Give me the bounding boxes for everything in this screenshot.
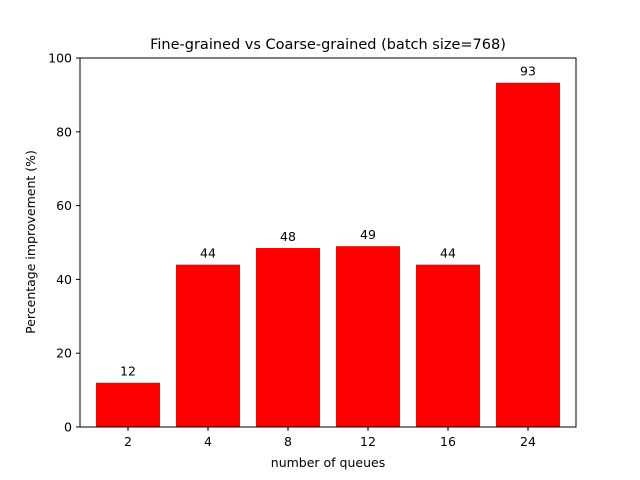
- chart-title: Fine-grained vs Coarse-grained (batch si…: [150, 37, 506, 53]
- x-axis-label: number of queues: [271, 455, 385, 470]
- x-tick-label-24: 24: [520, 434, 536, 449]
- bar-value-label-4: 44: [200, 246, 216, 261]
- x-axis: 2 4 8 12 16 24: [124, 427, 536, 449]
- x-tick-label-12: 12: [360, 434, 376, 449]
- bar-value-label-16: 44: [440, 246, 456, 261]
- y-tick-label-80: 80: [56, 124, 72, 139]
- bar-value-label-12: 49: [360, 227, 376, 242]
- y-axis: 0 20 40 60 80 100: [48, 51, 80, 435]
- bar-8: [256, 248, 320, 427]
- bars-group: [96, 82, 560, 428]
- y-axis-label: Percentage improvement (%): [23, 150, 38, 334]
- bar-value-label-24: 93: [520, 64, 536, 79]
- y-tick-label-0: 0: [64, 420, 72, 435]
- bar-value-label-8: 48: [280, 229, 296, 244]
- bar-12: [336, 246, 400, 427]
- x-tick-label-16: 16: [440, 434, 456, 449]
- y-tick-label-20: 20: [56, 346, 72, 361]
- bar-4: [176, 264, 240, 427]
- bar-24: [496, 82, 560, 428]
- x-tick-label-4: 4: [204, 434, 212, 449]
- x-tick-label-8: 8: [284, 434, 292, 449]
- x-tick-label-2: 2: [124, 434, 132, 449]
- bar-value-label-2: 12: [120, 364, 136, 379]
- bar-2: [96, 382, 160, 427]
- y-tick-label-100: 100: [48, 51, 72, 66]
- y-tick-label-40: 40: [56, 272, 72, 287]
- plot-frame: [79, 57, 577, 428]
- bar-labels-group: 12 44 48 49 44 93: [120, 64, 536, 379]
- y-tick-label-60: 60: [56, 198, 72, 213]
- bar-16: [416, 264, 480, 427]
